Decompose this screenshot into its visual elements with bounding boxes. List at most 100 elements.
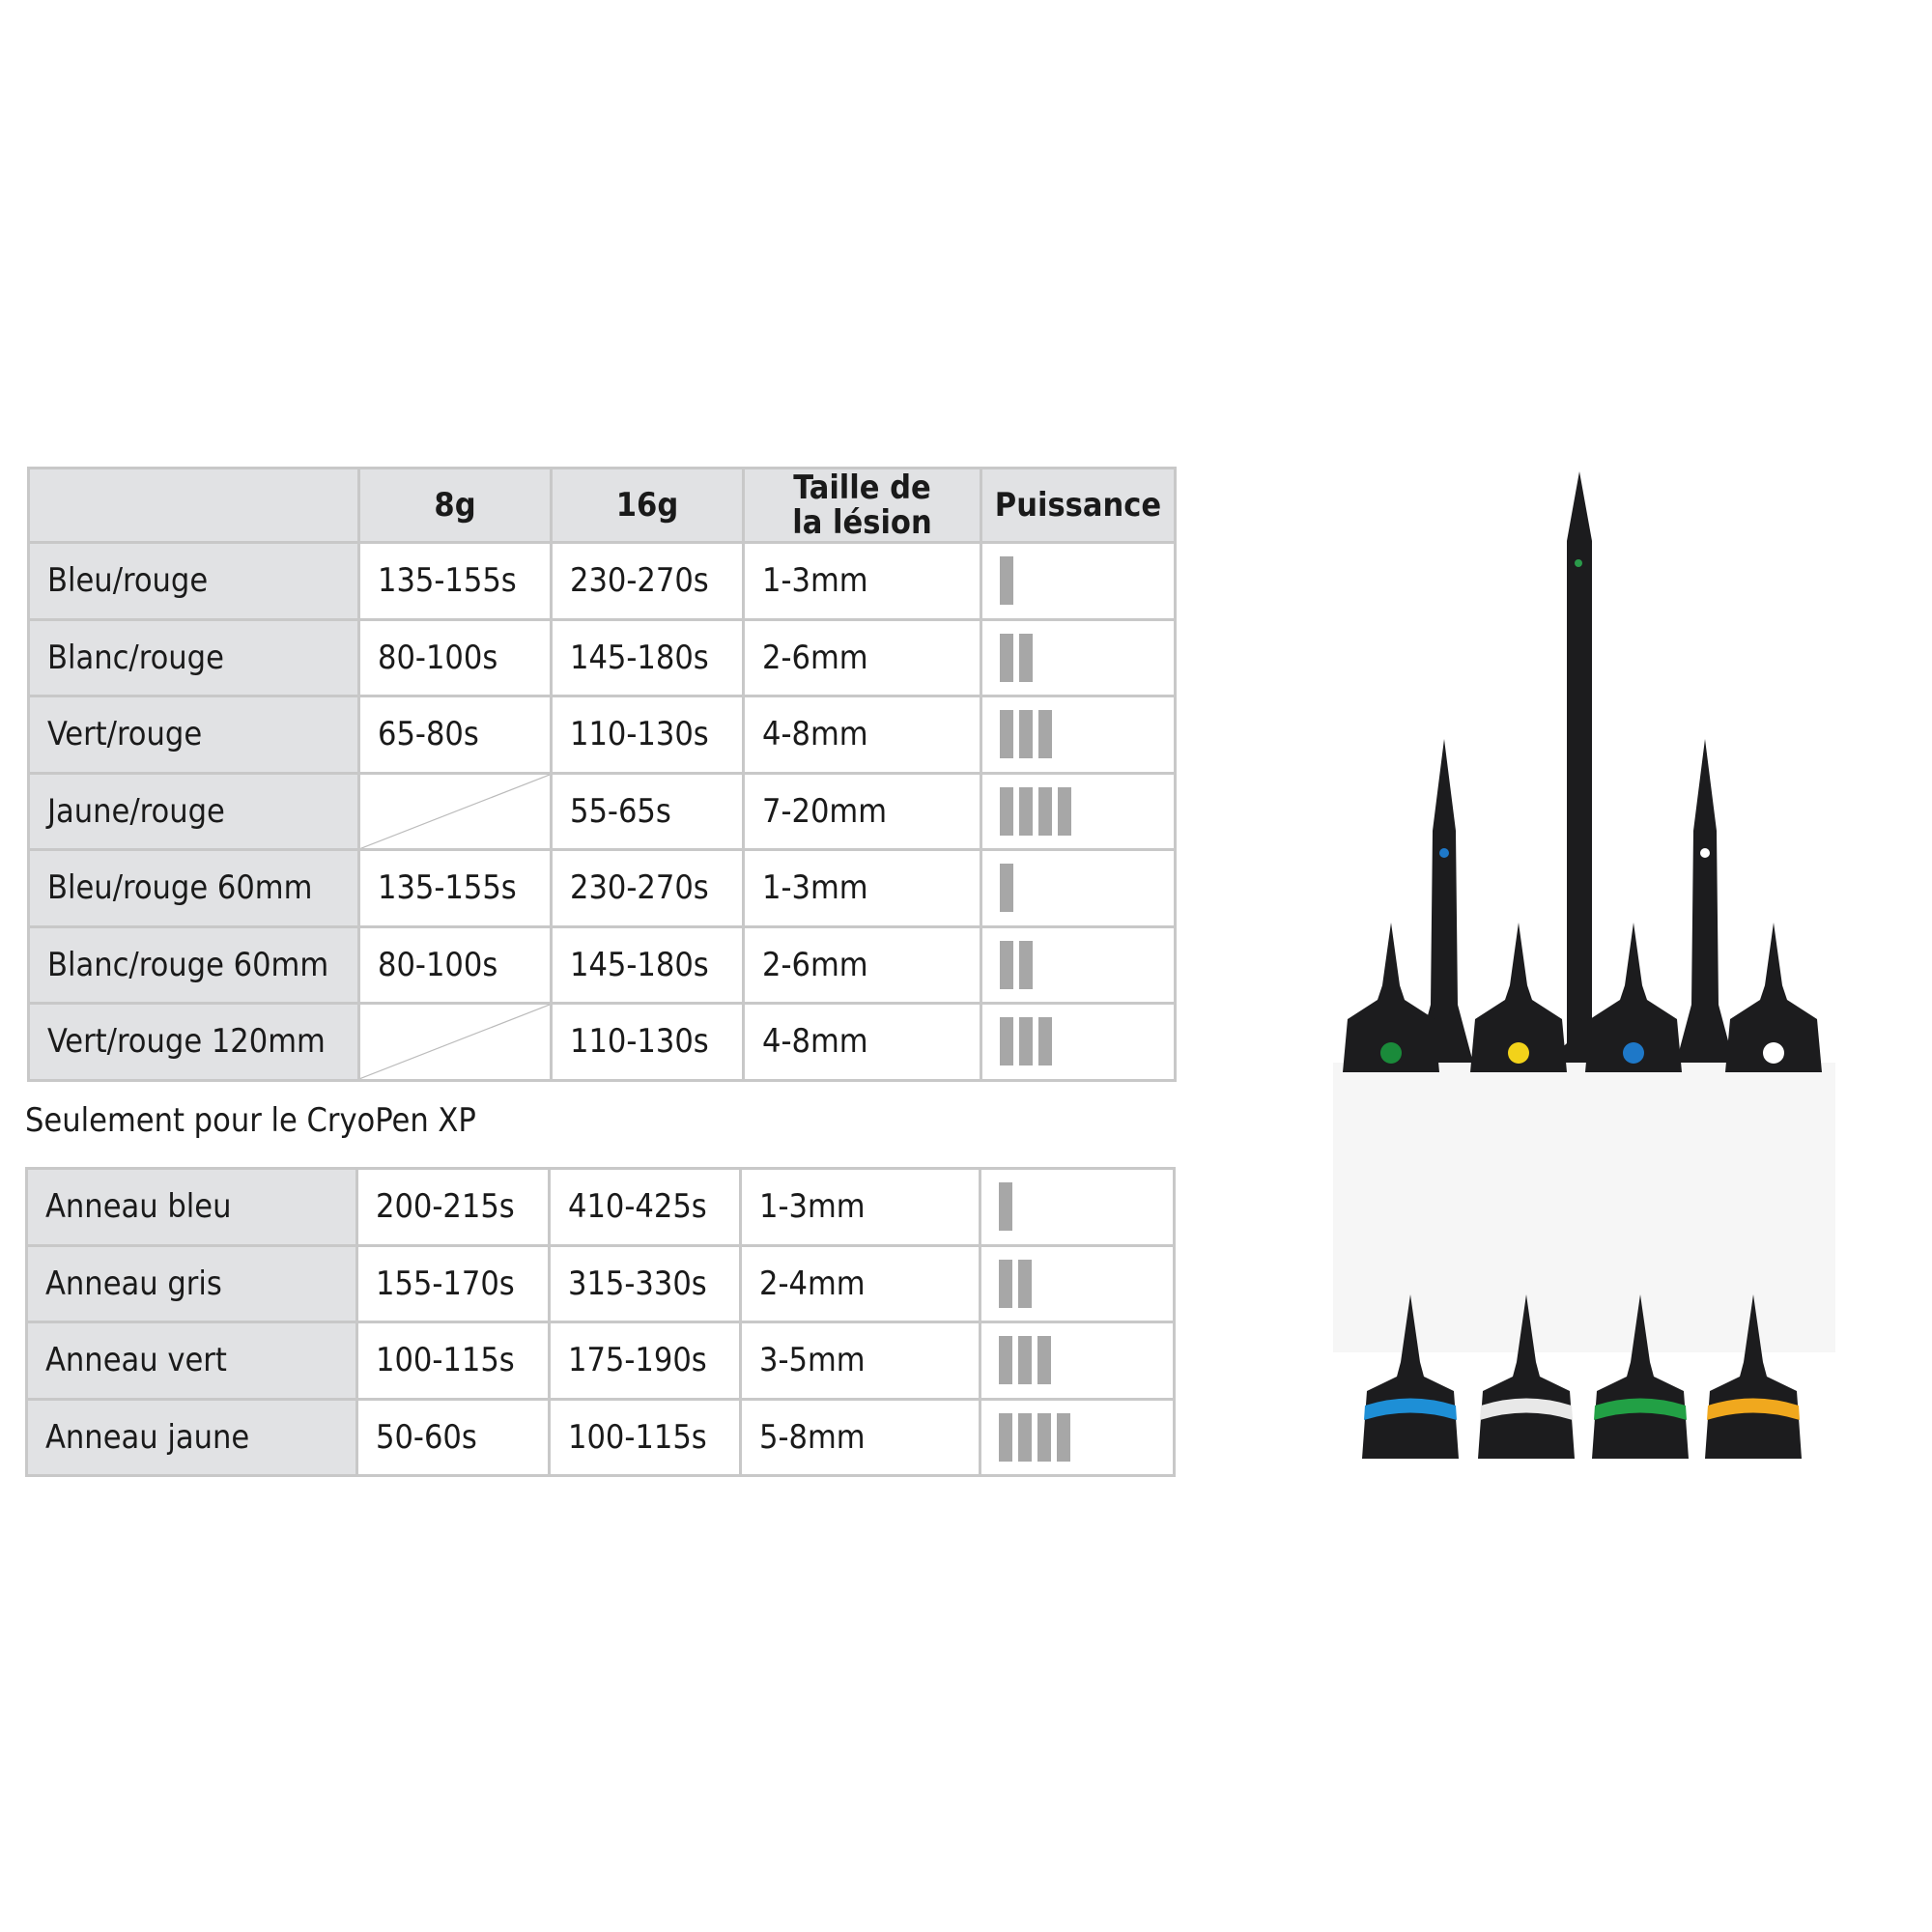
table-row: Blanc/rouge 60mm 80-100s 145-180s 2-6mm — [27, 924, 1177, 1005]
power-bar — [1038, 786, 1052, 836]
color-ring — [1480, 1398, 1573, 1420]
short-applicator — [1343, 923, 1439, 1072]
cell-power — [980, 848, 1177, 928]
cell-8g: 80-100s — [357, 617, 553, 697]
cell-16g: 230-270s — [550, 848, 745, 928]
power-level — [1000, 633, 1174, 682]
cell-power — [979, 1243, 1176, 1323]
power-bar — [1018, 1336, 1032, 1385]
row-label: Jaune/rouge — [27, 771, 360, 851]
cell-lesion-size: 5-8mm — [739, 1397, 981, 1477]
power-bar — [999, 1259, 1012, 1308]
cell-power — [980, 1002, 1177, 1082]
cell-power — [979, 1167, 1176, 1247]
power-level — [1000, 556, 1174, 606]
short-applicator — [1725, 923, 1822, 1072]
table-header-row: 8g 16g Taille de la lésion Puissance — [27, 467, 1177, 544]
color-ring — [1707, 1398, 1800, 1420]
power-bar — [1000, 1017, 1013, 1066]
header-empty — [27, 467, 360, 544]
power-bar — [1057, 1412, 1070, 1462]
table-row: Vert/rouge 120mm 110-130s 4-8mm — [27, 1002, 1177, 1082]
power-bar — [1018, 1412, 1032, 1462]
row-label: Bleu/rouge — [27, 541, 360, 621]
power-level — [1000, 1017, 1174, 1066]
table-row: Anneau gris 155-170s 315-330s 2-4mm — [25, 1243, 1176, 1323]
cell-lesion-size: 7-20mm — [742, 771, 982, 851]
power-level — [999, 1259, 1173, 1308]
applicator-dot — [1700, 848, 1710, 858]
cell-16g: 55-65s — [550, 771, 745, 851]
power-bar — [1019, 940, 1033, 989]
power-bar — [1000, 786, 1013, 836]
cell-8g: 65-80s — [357, 695, 553, 775]
power-bar — [1019, 786, 1033, 836]
cell-lesion-size: 2-6mm — [742, 924, 982, 1005]
ring-applicator — [1362, 1294, 1459, 1459]
power-level — [1000, 864, 1174, 913]
applicator-dot — [1575, 559, 1582, 567]
table-row: Anneau jaune 50-60s 100-115s 5-8mm — [25, 1397, 1176, 1477]
color-ring — [1364, 1398, 1457, 1420]
power-bar — [999, 1182, 1012, 1232]
row-label: Anneau jaune — [25, 1397, 358, 1477]
cell-lesion-size: 1-3mm — [742, 541, 982, 621]
power-bar — [1058, 786, 1071, 836]
table-row: Jaune/rouge 55-65s 7-20mm — [27, 771, 1177, 851]
cell-power — [980, 695, 1177, 775]
power-bar — [1000, 864, 1013, 913]
cell-lesion-size: 2-4mm — [739, 1243, 981, 1323]
cell-16g: 230-270s — [550, 541, 745, 621]
cryopen-applicators-photo — [1333, 471, 1835, 1459]
cell-not-applicable — [357, 771, 553, 851]
cell-power — [980, 924, 1177, 1005]
power-bar — [999, 1412, 1012, 1462]
color-dot — [1508, 1042, 1529, 1064]
short-applicator — [1470, 923, 1567, 1072]
applicator-dot — [1439, 848, 1449, 858]
cell-not-applicable — [357, 1002, 553, 1082]
cell-16g: 175-190s — [548, 1321, 742, 1401]
row-label: Anneau vert — [25, 1321, 358, 1401]
cell-8g: 80-100s — [357, 924, 553, 1005]
ring-applicator — [1592, 1294, 1689, 1459]
cell-lesion-size: 4-8mm — [742, 1002, 982, 1082]
cell-lesion-size: 2-6mm — [742, 617, 982, 697]
row-label: Vert/rouge — [27, 695, 360, 775]
table-row: Vert/rouge 65-80s 110-130s 4-8mm — [27, 695, 1177, 775]
cell-power — [980, 771, 1177, 851]
header-8g: 8g — [357, 467, 553, 544]
power-bar — [1000, 710, 1013, 759]
power-level — [1000, 786, 1174, 836]
cell-16g: 100-115s — [548, 1397, 742, 1477]
power-level — [999, 1182, 1173, 1232]
cell-16g: 145-180s — [550, 924, 745, 1005]
cryopen-xp-caption: Seulement pour le CryoPen XP — [25, 1101, 476, 1140]
power-bar — [999, 1336, 1012, 1385]
cell-16g: 110-130s — [550, 1002, 745, 1082]
table-row: Bleu/rouge 135-155s 230-270s 1-3mm — [27, 541, 1177, 621]
row-label: Blanc/rouge — [27, 617, 360, 697]
color-dot — [1380, 1042, 1402, 1064]
power-level — [1000, 940, 1174, 989]
table-row: Bleu/rouge 60mm 135-155s 230-270s 1-3mm — [27, 848, 1177, 928]
reflection — [1333, 1063, 1835, 1352]
cell-lesion-size: 4-8mm — [742, 695, 982, 775]
power-level — [999, 1412, 1173, 1462]
row-label: Bleu/rouge 60mm — [27, 848, 360, 928]
cell-power — [979, 1321, 1176, 1401]
power-level — [999, 1336, 1173, 1385]
cell-power — [980, 617, 1177, 697]
power-bar — [1018, 1259, 1032, 1308]
power-level — [1000, 710, 1174, 759]
power-bar — [1019, 633, 1033, 682]
row-label: Anneau gris — [25, 1243, 358, 1323]
cell-lesion-size: 1-3mm — [739, 1167, 981, 1247]
cell-16g: 315-330s — [548, 1243, 742, 1323]
cell-8g: 100-115s — [355, 1321, 551, 1401]
medium-applicator — [1415, 739, 1473, 1063]
cell-8g: 200-215s — [355, 1167, 551, 1247]
cell-lesion-size: 1-3mm — [742, 848, 982, 928]
power-bar — [1000, 556, 1013, 606]
power-bar — [1037, 1412, 1051, 1462]
